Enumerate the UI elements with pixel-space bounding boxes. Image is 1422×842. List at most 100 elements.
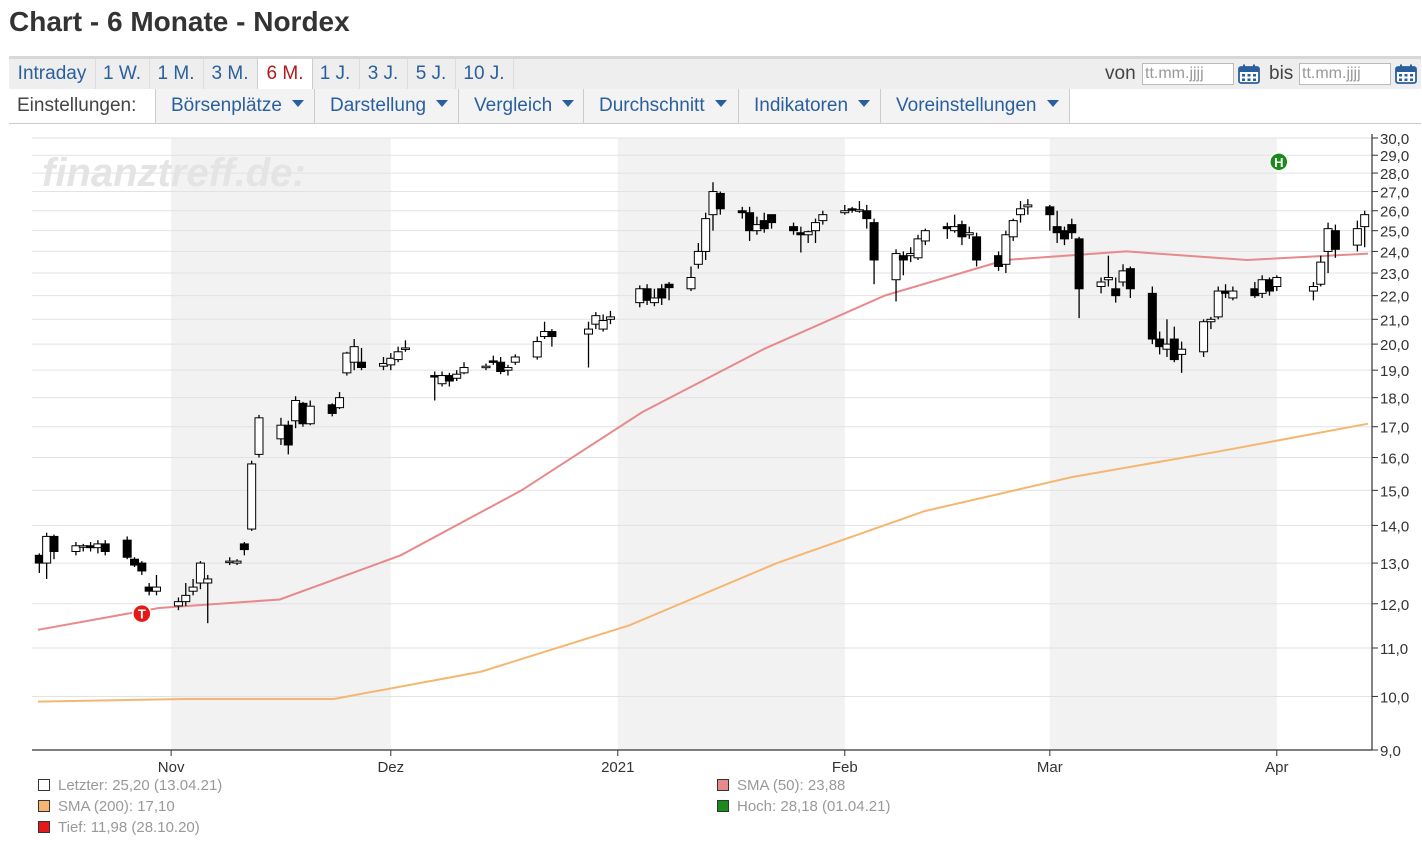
tab-1-month[interactable]: 1 M. <box>149 59 204 89</box>
tab-3-years[interactable]: 3 J. <box>359 59 408 89</box>
to-date-input[interactable] <box>1299 63 1391 85</box>
caret-down-icon <box>436 100 449 108</box>
menu-indikatoren[interactable]: Indikatoren <box>738 89 880 123</box>
candle <box>789 222 799 235</box>
tab-3-months[interactable]: 3 M. <box>203 59 258 89</box>
y-tick-label: 21,0 <box>1380 312 1409 329</box>
high-marker: H <box>1269 152 1289 172</box>
candle <box>1096 277 1106 294</box>
y-tick-label: 10,0 <box>1380 689 1409 706</box>
legend-hoch: Hoch: 28,18 (01.04.21) <box>717 797 890 817</box>
candle <box>1352 220 1362 252</box>
candle <box>547 329 557 347</box>
candle <box>254 414 264 458</box>
candle <box>972 232 982 267</box>
candle <box>840 204 850 215</box>
candle <box>78 543 88 552</box>
candle <box>810 218 820 244</box>
menu-vergleich[interactable]: Vergleich <box>458 89 583 123</box>
y-tick-label: 19,0 <box>1380 363 1409 380</box>
caret-down-icon <box>714 100 727 108</box>
candle <box>298 401 308 427</box>
candle <box>1074 236 1084 319</box>
tab-5-years[interactable]: 5 J. <box>407 59 456 89</box>
y-tick-label: 13,0 <box>1380 556 1409 573</box>
candle <box>598 314 608 332</box>
x-tick-label: 2021 <box>601 759 634 776</box>
candle <box>957 220 967 246</box>
candle <box>488 355 498 365</box>
candle <box>232 559 242 566</box>
candle <box>400 340 410 352</box>
candle <box>144 583 154 596</box>
candle <box>503 364 513 376</box>
legend-swatch <box>38 800 50 813</box>
candle <box>605 310 615 325</box>
candle <box>122 536 132 560</box>
tab-1-year[interactable]: 1 J. <box>311 59 360 89</box>
candle <box>130 557 140 568</box>
legend-sma200: SMA (200): 17,10 <box>38 797 175 817</box>
legend-swatch <box>717 800 729 813</box>
candle <box>715 191 725 215</box>
tab-1-week[interactable]: 1 W. <box>95 59 150 89</box>
price-chart: finanztreff.de: T H Nov Dez 2021 Feb Mar Apr 3… <box>32 131 1409 776</box>
candle <box>649 288 659 307</box>
from-label: von <box>1105 63 1136 84</box>
candle <box>818 210 828 225</box>
candle <box>1213 286 1223 320</box>
candle <box>247 460 257 531</box>
candle <box>459 362 469 375</box>
legend-swatch <box>38 821 50 834</box>
candle <box>305 400 315 426</box>
candle <box>1059 226 1069 246</box>
from-date-input[interactable] <box>1142 63 1234 85</box>
y-tick-label: 9,0 <box>1380 743 1401 760</box>
y-tick-label: 11,0 <box>1380 641 1408 658</box>
y-tick-label: 25,0 <box>1380 224 1409 241</box>
candle <box>1067 218 1077 239</box>
candle <box>759 212 769 233</box>
candle <box>137 561 147 575</box>
tab-10-years[interactable]: 10 J. <box>455 59 514 89</box>
candle <box>239 542 249 556</box>
month-band <box>617 138 845 750</box>
candle <box>686 266 696 292</box>
sma-200-line <box>37 422 1369 703</box>
candle <box>803 230 813 244</box>
candle <box>1360 210 1370 248</box>
month-band <box>1049 138 1277 750</box>
svg-text:H: H <box>1274 155 1283 170</box>
legend-swatch <box>717 779 729 792</box>
menu-boersenplaetze[interactable]: Börsenplätze <box>155 89 314 123</box>
candle <box>862 204 872 229</box>
candle <box>920 228 930 246</box>
candle <box>203 574 213 624</box>
menu-darstellung[interactable]: Darstellung <box>314 89 458 123</box>
menu-voreinstellungen[interactable]: Voreinstellungen <box>880 89 1070 123</box>
candle <box>195 561 205 590</box>
candle <box>1045 204 1055 231</box>
candle <box>1052 210 1062 244</box>
candle <box>898 251 908 276</box>
y-tick-label: 20,0 <box>1380 337 1409 354</box>
y-tick-label: 12,0 <box>1380 597 1409 614</box>
candle <box>86 542 96 552</box>
y-tick-label: 16,0 <box>1380 451 1409 468</box>
candle <box>1125 266 1135 298</box>
calendar-icon[interactable] <box>1395 64 1417 84</box>
tab-intraday[interactable]: Intraday <box>9 59 96 89</box>
menu-durchschnitt[interactable]: Durchschnitt <box>583 89 738 123</box>
tab-6-months[interactable]: 6 M. <box>257 59 313 89</box>
candle <box>532 336 542 360</box>
calendar-icon[interactable] <box>1238 64 1260 84</box>
x-tick-label: Dez <box>377 759 404 776</box>
legend-last: Letzter: 25,20 (13.04.21) <box>38 776 222 796</box>
y-tick-label: 23,0 <box>1380 266 1409 283</box>
candle <box>657 284 667 305</box>
page-title: Chart - 6 Monate - Nordex <box>9 6 350 37</box>
y-tick-label: 26,0 <box>1380 204 1409 221</box>
candle <box>496 356 506 375</box>
candle <box>1177 341 1187 373</box>
candle <box>42 532 52 579</box>
